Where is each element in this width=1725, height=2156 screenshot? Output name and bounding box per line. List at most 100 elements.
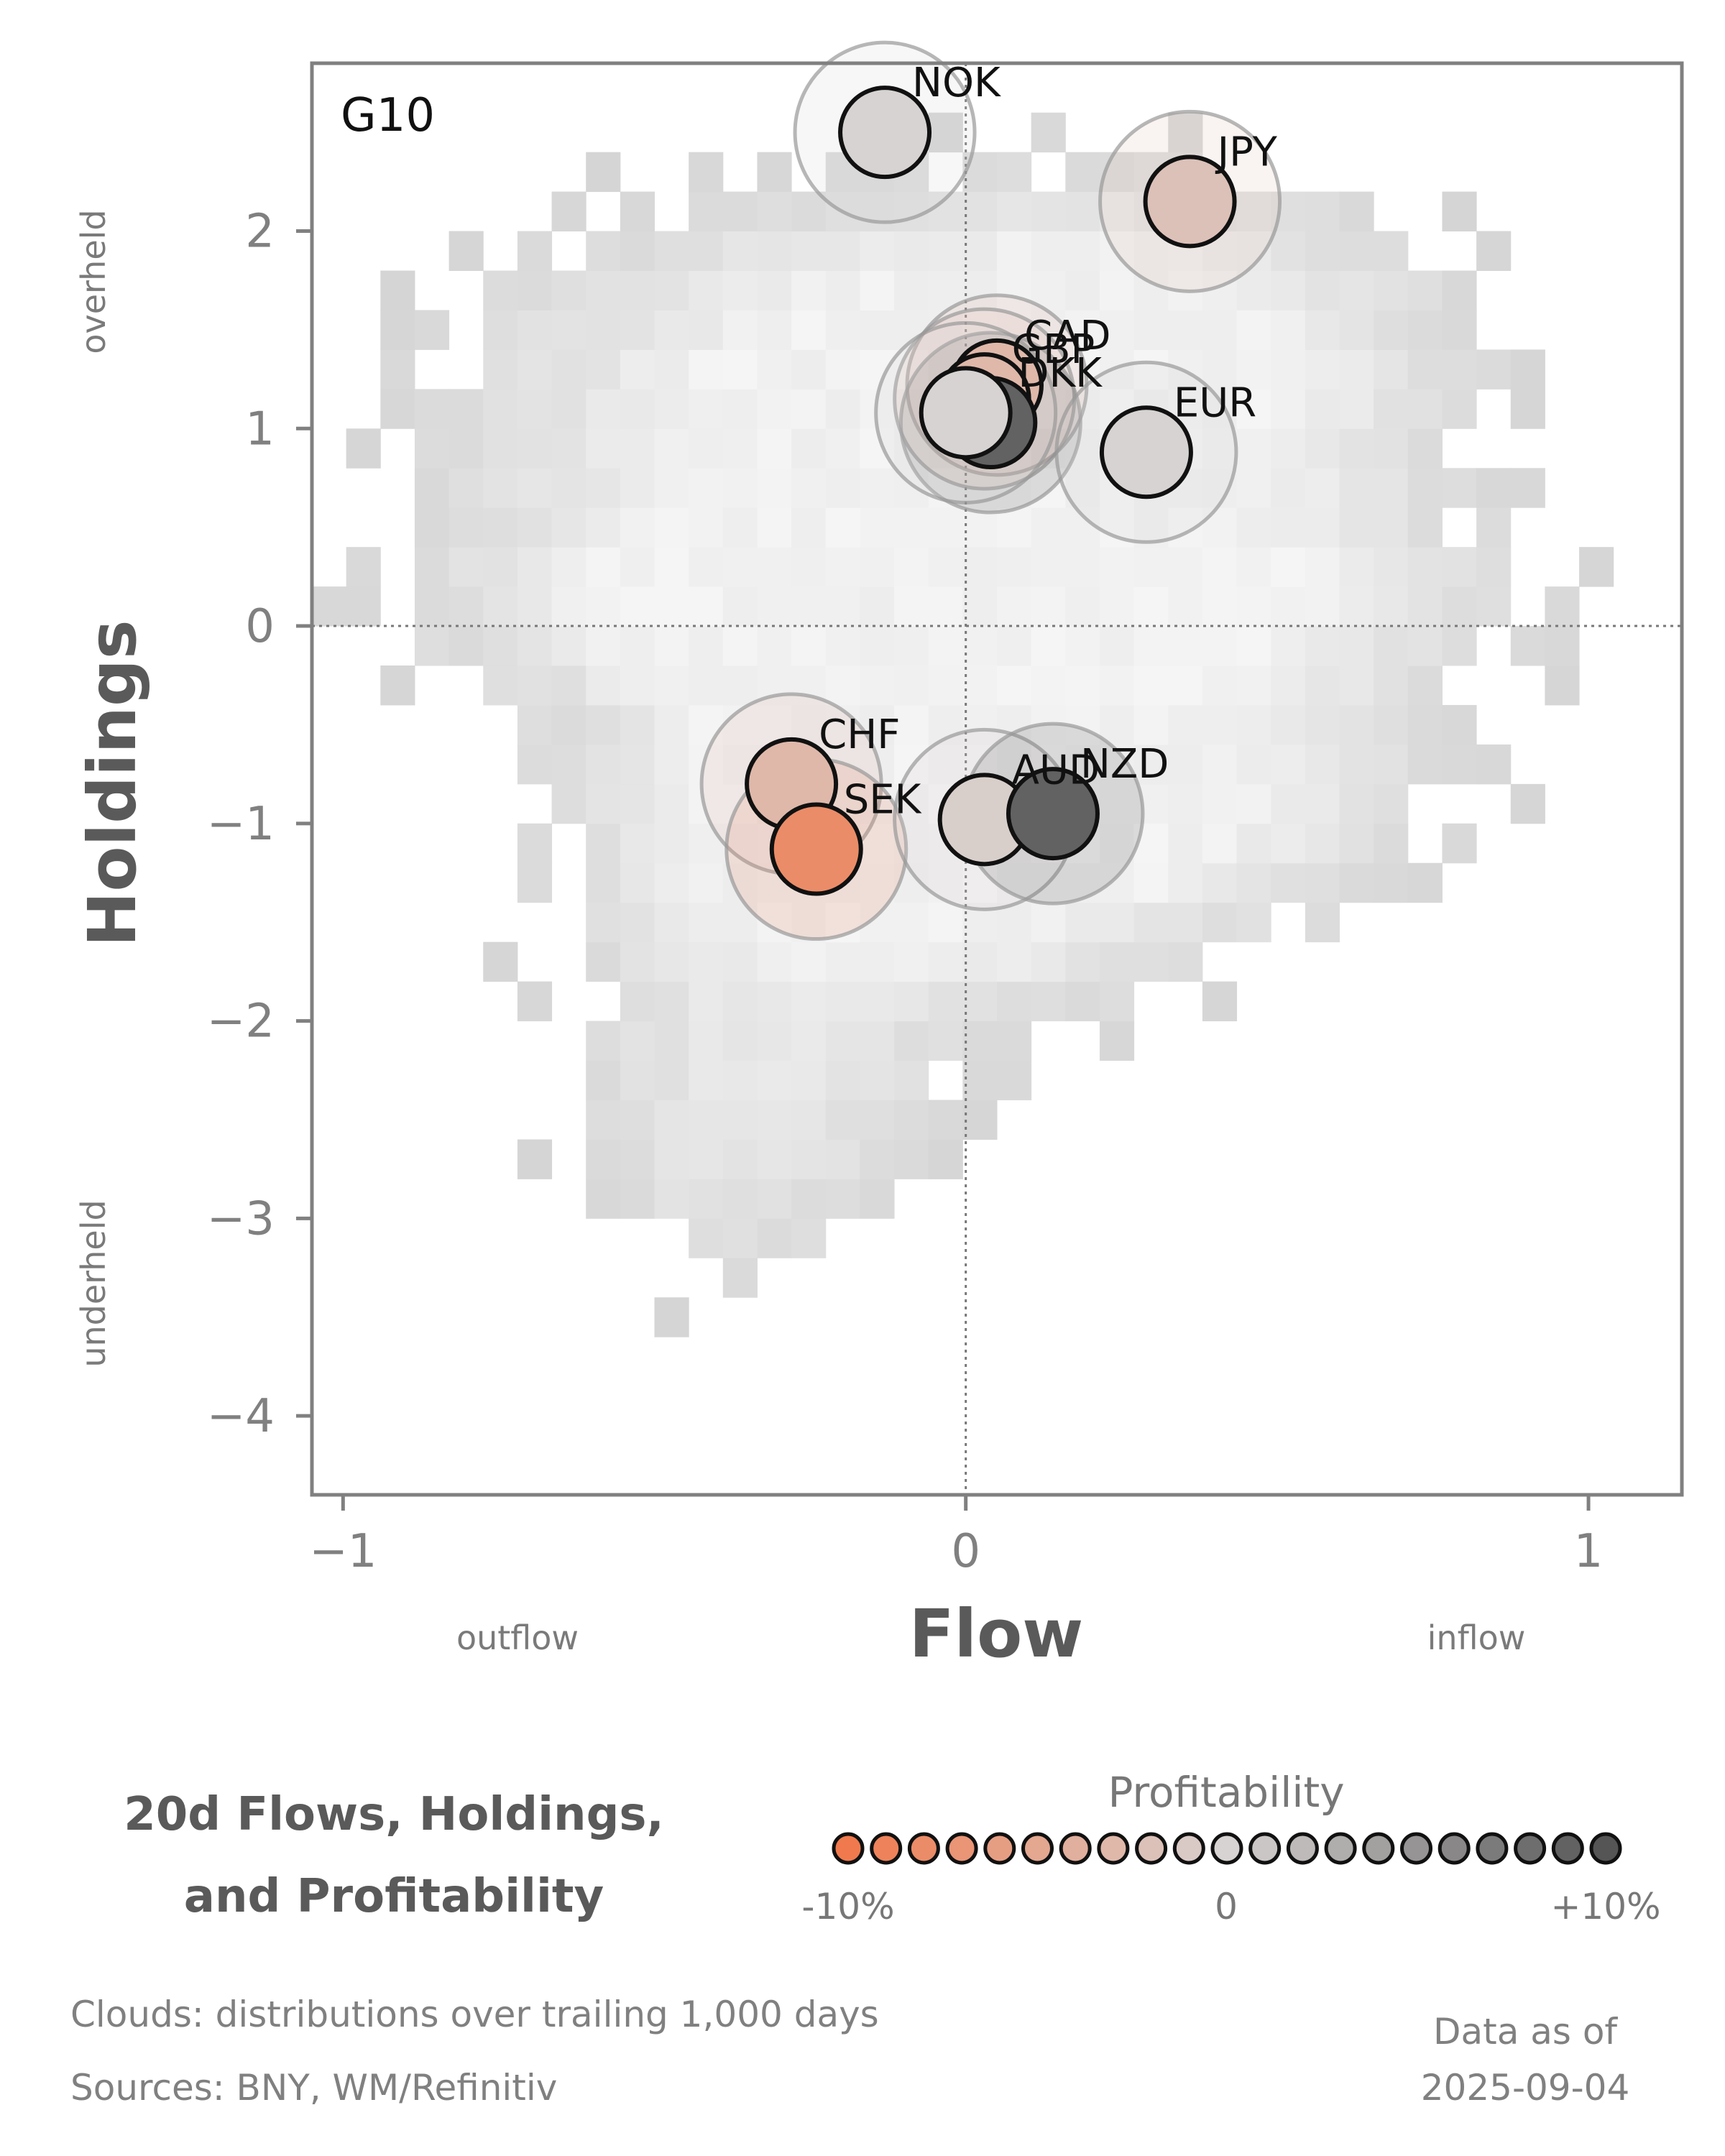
cloud-cell bbox=[1065, 862, 1100, 903]
cloud-cell bbox=[825, 428, 860, 469]
y-tick-label: −4 bbox=[207, 1390, 275, 1443]
cloud-cell bbox=[620, 191, 655, 232]
cloud-cell bbox=[1339, 783, 1374, 824]
cloud-cell bbox=[448, 231, 484, 271]
cloud-cell bbox=[791, 507, 827, 548]
y-tick-label: −3 bbox=[207, 1192, 275, 1245]
cloud-cell bbox=[1236, 310, 1271, 350]
cloud-cell bbox=[962, 270, 998, 310]
cloud-cell bbox=[722, 1060, 758, 1100]
cloud-cell bbox=[722, 665, 758, 706]
cloud-cell bbox=[1202, 586, 1238, 627]
cloud-cell bbox=[1133, 586, 1169, 627]
cloud-cell bbox=[825, 507, 860, 548]
cloud-cell bbox=[517, 349, 553, 390]
cloud-cell bbox=[448, 468, 484, 508]
legend-dot bbox=[1438, 1832, 1471, 1865]
y-tick-label: −1 bbox=[207, 798, 275, 851]
cloud-cell bbox=[1065, 270, 1100, 310]
cloud-cell bbox=[1065, 626, 1100, 666]
cloud-cell bbox=[928, 902, 963, 943]
cloud-cell bbox=[757, 981, 792, 1022]
legend-max-label: +10% bbox=[1550, 1886, 1660, 1927]
cloud-cell bbox=[1407, 428, 1443, 469]
panel-label: G10 bbox=[341, 89, 435, 142]
cloud-cell bbox=[1442, 704, 1477, 745]
cloud-cell bbox=[551, 310, 586, 350]
cloud-cell bbox=[860, 586, 895, 627]
cloud-cell bbox=[586, 310, 621, 350]
plot-frame bbox=[310, 61, 1684, 1497]
legend-dot bbox=[1021, 1832, 1054, 1865]
cloud-cell bbox=[962, 586, 998, 627]
cloud-cell bbox=[620, 349, 655, 390]
cloud-cell bbox=[1374, 783, 1409, 824]
cloud-cell bbox=[620, 310, 655, 350]
cloud-cell bbox=[962, 547, 998, 587]
cloud-cell bbox=[1099, 626, 1135, 666]
profitability-legend-scale bbox=[832, 1832, 1622, 1865]
cloud-cell bbox=[1133, 626, 1169, 666]
cloud-cell bbox=[654, 626, 689, 666]
cloud-cell bbox=[1545, 586, 1580, 627]
cloud-cell bbox=[894, 1139, 929, 1179]
cloud-cell bbox=[757, 428, 792, 469]
cloud-cell bbox=[962, 981, 998, 1022]
cloud-cell bbox=[1305, 862, 1340, 903]
cloud-cell bbox=[757, 231, 792, 271]
legend-dot bbox=[1059, 1832, 1092, 1865]
cloud-cell bbox=[1168, 902, 1203, 943]
cloud-cell bbox=[757, 310, 792, 350]
cloud-cell bbox=[757, 1139, 792, 1179]
cloud-cell bbox=[722, 1218, 758, 1258]
cloud-cell bbox=[1374, 270, 1409, 310]
cloud-cell bbox=[620, 1139, 655, 1179]
cloud-cell bbox=[825, 981, 860, 1022]
cloud-cell bbox=[722, 349, 758, 390]
cloud-cell bbox=[894, 1100, 929, 1140]
cloud-cell bbox=[517, 389, 553, 429]
cloud-cell bbox=[1476, 547, 1512, 587]
cloud-cell bbox=[825, 941, 860, 982]
marker-sek bbox=[769, 802, 863, 896]
cloud-cell bbox=[586, 231, 621, 271]
cloud-cell bbox=[620, 744, 655, 785]
cloud-cell bbox=[1407, 862, 1443, 903]
cloud-cell bbox=[791, 191, 827, 232]
cloud-cell bbox=[757, 586, 792, 627]
cloud-cell bbox=[483, 626, 518, 666]
footer-clouds-note: Clouds: distributions over trailing 1,00… bbox=[70, 1994, 879, 2035]
cloud-cell bbox=[1305, 823, 1340, 864]
cloud-cell bbox=[1031, 626, 1066, 666]
cloud-cell bbox=[894, 941, 929, 982]
cloud-cell bbox=[860, 310, 895, 350]
cloud-cell bbox=[928, 231, 963, 271]
cloud-cell bbox=[689, 389, 724, 429]
cloud-cell bbox=[654, 507, 689, 548]
cloud-cell bbox=[517, 981, 553, 1022]
cloud-cell bbox=[860, 1100, 895, 1140]
cloud-cell bbox=[928, 1100, 963, 1140]
cloud-cell bbox=[380, 665, 415, 706]
cloud-cell bbox=[586, 586, 621, 627]
cloud-cell bbox=[894, 547, 929, 587]
cloud-cell bbox=[1339, 428, 1374, 469]
cloud-cell bbox=[1031, 941, 1066, 982]
chart-title-line1: 20d Flows, Holdings, bbox=[124, 1788, 664, 1841]
cloud-cell bbox=[997, 191, 1032, 232]
cloud-cell bbox=[1271, 310, 1306, 350]
cloud-cell bbox=[791, 1139, 827, 1179]
cloud-cell bbox=[312, 586, 347, 627]
cloud-cell bbox=[1031, 191, 1066, 232]
cloud-cell bbox=[894, 270, 929, 310]
cloud-cell bbox=[517, 862, 553, 903]
cloud-cell bbox=[1236, 902, 1271, 943]
cloud-cell bbox=[1305, 191, 1340, 232]
cloud-cell bbox=[380, 270, 415, 310]
cloud-cell bbox=[997, 586, 1032, 627]
cloud-cell bbox=[1305, 547, 1340, 587]
cloud-cell bbox=[1271, 744, 1306, 785]
cloud-cell bbox=[1442, 586, 1477, 627]
cloud-cell bbox=[997, 665, 1032, 706]
cloud-cell bbox=[1374, 862, 1409, 903]
